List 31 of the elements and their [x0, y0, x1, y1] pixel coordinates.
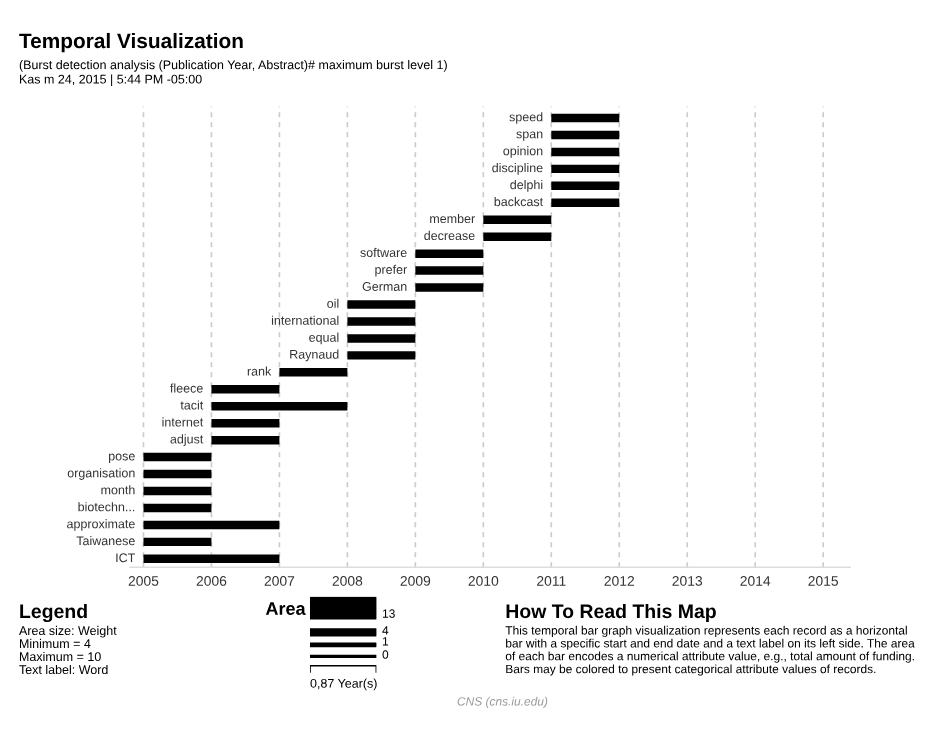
bar — [551, 130, 620, 140]
bar — [143, 452, 212, 462]
bar — [551, 198, 620, 208]
bar — [143, 537, 212, 547]
bar — [415, 249, 484, 258]
bar — [143, 503, 212, 513]
chart-title: Temporal Visualization — [19, 32, 243, 53]
bar — [143, 469, 212, 479]
bar — [415, 283, 484, 292]
bar — [415, 266, 484, 275]
text: How To Read This Map — [506, 603, 716, 623]
bar — [551, 181, 620, 191]
bar — [347, 317, 416, 326]
bar — [211, 385, 280, 394]
bar — [483, 215, 552, 224]
bar — [551, 113, 620, 123]
bar — [211, 435, 280, 445]
text: Legend — [20, 603, 87, 623]
bar — [211, 401, 348, 411]
text: Area — [265, 602, 306, 615]
bar — [551, 164, 620, 174]
bar — [347, 300, 416, 309]
bar — [143, 520, 280, 530]
bar — [551, 147, 620, 157]
bar — [143, 486, 212, 496]
bar — [279, 368, 348, 377]
bar — [347, 351, 416, 360]
bar — [347, 334, 416, 343]
bar — [483, 232, 552, 241]
bar — [211, 418, 280, 428]
bar — [143, 554, 280, 564]
